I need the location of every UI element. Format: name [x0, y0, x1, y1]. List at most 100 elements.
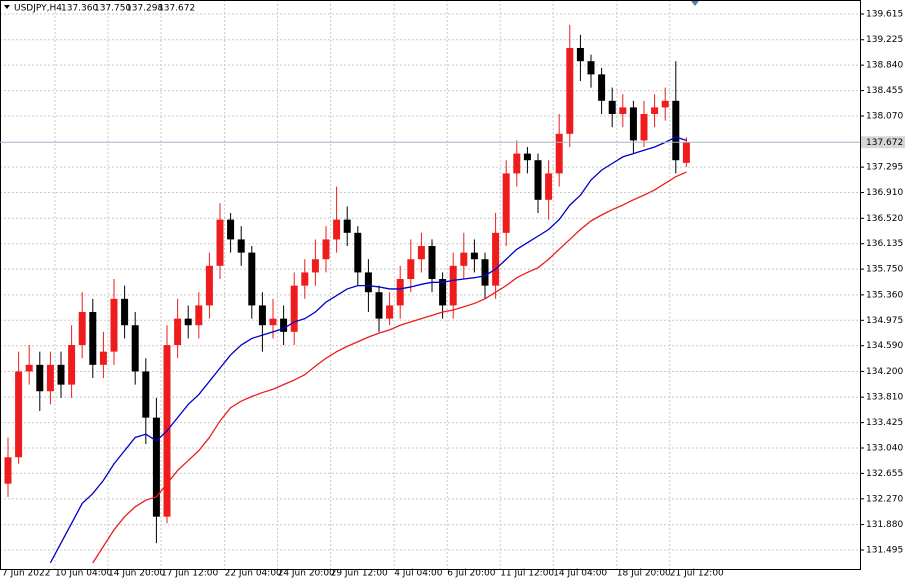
candle-body — [227, 219, 235, 240]
candle-body — [301, 272, 309, 286]
candle-body — [481, 259, 489, 286]
plot-frame — [0, 0, 861, 570]
candle-body — [661, 100, 669, 108]
moving-average — [92, 171, 687, 564]
collapse-icon[interactable] — [4, 5, 10, 9]
candle-body — [333, 219, 341, 240]
y-tick-label: 138.070 — [866, 111, 903, 121]
symbol: USDJPY,H4 — [14, 4, 62, 14]
candle-body — [449, 265, 457, 306]
candle-body — [110, 298, 118, 352]
header-low: 137.298 — [126, 4, 163, 14]
candle-body — [68, 345, 76, 385]
x-tick-label: 17 Jun 12:00 — [161, 569, 218, 578]
candle-body — [682, 142, 690, 163]
candle-body — [131, 325, 139, 372]
x-tick-label: 7 Jun 2022 — [2, 569, 50, 578]
y-tick-label: 136.910 — [866, 188, 903, 198]
y-tick-label: 134.200 — [866, 367, 903, 377]
candle-body — [417, 246, 425, 260]
candle-body — [290, 285, 298, 332]
candle-body — [269, 318, 277, 326]
header-open: 137.360 — [61, 4, 98, 14]
candle-body — [205, 265, 213, 306]
shift-marker[interactable] — [691, 1, 699, 6]
y-tick-label: 131.495 — [866, 545, 903, 555]
x-tick-label: 18 Jul 20:00 — [617, 569, 671, 578]
x-tick-label: 14 Jun 20:00 — [108, 569, 165, 578]
header-high: 137.750 — [94, 4, 131, 14]
candle-body — [555, 133, 563, 174]
candle-body — [195, 305, 203, 326]
candle-body — [428, 246, 436, 280]
candle-body — [566, 47, 574, 134]
y-tick-label: 132.270 — [866, 494, 903, 504]
grid — [0, 0, 860, 570]
y-tick-label: 139.225 — [866, 35, 903, 45]
candle-body — [15, 371, 23, 458]
x-tick-label: 21 Jul 12:00 — [670, 569, 724, 578]
x-tick-label: 14 Jul 04:00 — [553, 569, 607, 578]
y-tick-label: 137.295 — [866, 163, 903, 173]
x-tick-label: 4 Jul 04:00 — [394, 569, 443, 578]
candle-body — [152, 417, 160, 517]
y-tick-label: 132.655 — [866, 469, 903, 479]
candle-body — [375, 292, 383, 319]
candle-body — [439, 279, 447, 306]
candle-body — [280, 318, 288, 332]
candle-body — [460, 252, 468, 266]
y-tick-label: 133.810 — [866, 393, 903, 403]
candle-body — [322, 239, 330, 260]
y-tick-label: 134.590 — [866, 341, 903, 351]
y-tick-label: 136.520 — [866, 214, 903, 224]
x-tick-label: 24 Jun 20:00 — [278, 569, 335, 578]
candle-body — [248, 252, 256, 306]
candle-body — [492, 232, 500, 286]
x-tick-label: 6 Jul 20:00 — [447, 569, 496, 578]
candle-body — [4, 457, 12, 484]
y-tick-label: 134.975 — [866, 316, 903, 326]
candle-body — [184, 318, 192, 326]
candle-body — [258, 305, 266, 326]
candle-body — [57, 364, 65, 385]
candle-body — [534, 160, 542, 200]
y-tick-label: 133.040 — [866, 444, 903, 454]
candle-body — [174, 318, 182, 346]
candle-body — [142, 371, 150, 418]
candle-body — [470, 252, 478, 260]
y-tick-label: 135.360 — [866, 290, 903, 300]
candle-body — [36, 364, 44, 392]
y-tick-label: 136.135 — [866, 239, 903, 249]
price-label: 137.672 — [866, 138, 903, 148]
moving-average — [49, 136, 687, 564]
candle-body — [25, 364, 33, 372]
candle-body — [502, 173, 510, 233]
candle-body — [672, 100, 680, 161]
x-tick-label: 29 Jun 12:00 — [331, 569, 388, 578]
y-tick-label: 138.840 — [866, 61, 903, 71]
candle-body — [407, 259, 415, 280]
candle-body — [619, 107, 627, 114]
candle-body — [237, 239, 245, 253]
candle-body — [354, 232, 362, 273]
candle-body — [396, 279, 404, 306]
y-tick-label: 138.455 — [866, 86, 903, 96]
candle-body — [523, 153, 531, 161]
x-tick-label: 22 Jun 04:00 — [225, 569, 282, 578]
candle-body — [216, 219, 224, 266]
header-close: 137.672 — [158, 4, 195, 14]
y-tick-label: 139.615 — [866, 9, 903, 19]
candle-body — [311, 259, 319, 273]
candle-body — [386, 305, 394, 319]
candle-body — [587, 61, 595, 75]
y-tick-label: 135.750 — [866, 265, 903, 275]
candle-body — [513, 153, 521, 174]
x-tick-label: 11 Jul 12:00 — [500, 569, 554, 578]
candle-body — [364, 272, 372, 293]
candle-body — [343, 219, 351, 233]
candle-body — [629, 107, 637, 141]
candle-body — [78, 312, 86, 346]
y-tick-label: 131.880 — [866, 520, 903, 530]
candle-body — [99, 351, 107, 365]
